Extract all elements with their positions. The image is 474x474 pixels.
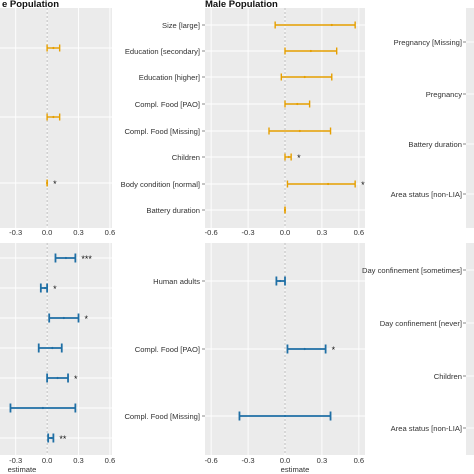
row-label: Education [secondary] — [125, 47, 200, 56]
significance-label: * — [332, 345, 336, 355]
row-label: Compl. Food [Missing] — [124, 412, 200, 421]
x-axis-label: estimate — [281, 465, 310, 474]
row-label: Day confinement [never] — [380, 319, 462, 328]
row-label: Area status [non-LIA] — [391, 190, 462, 199]
x-axis-label: estimate — [8, 465, 37, 474]
panel-background — [466, 243, 474, 455]
estimate-point — [326, 182, 330, 186]
panel-title: Male Population — [205, 0, 278, 10]
estimate-point — [330, 23, 333, 27]
estimate-point — [296, 102, 299, 106]
x-tick-label: -0.6 — [205, 456, 218, 465]
row-label: Battery duration — [408, 140, 462, 149]
x-tick-label: 0.0 — [280, 456, 291, 465]
row-label: Compl. Food [Missing] — [124, 127, 200, 136]
row-label: Human adults — [153, 277, 200, 286]
row-label: Area status [non-LIA] — [391, 424, 462, 433]
x-tick-label: 0.0 — [42, 456, 53, 465]
x-tick-label: 0.6 — [354, 228, 365, 237]
x-tick-label: 0.6 — [105, 456, 116, 465]
row-label: Compl. Food [PAO] — [135, 100, 200, 109]
x-tick-label: 0.3 — [317, 456, 328, 465]
x-tick-label: 0.3 — [317, 228, 328, 237]
estimate-point — [283, 414, 287, 418]
row-label: Battery duration — [146, 206, 200, 215]
significance-label: * — [297, 153, 301, 163]
estimate-point — [283, 208, 287, 212]
estimate-point — [309, 49, 312, 53]
row-label: Body condition [normal] — [121, 180, 200, 189]
significance-label: * — [85, 314, 89, 324]
panel-background — [466, 8, 474, 228]
x-tick-label: 0.3 — [73, 228, 84, 237]
estimate-point — [62, 316, 65, 320]
x-tick-label: -0.6 — [205, 228, 218, 237]
significance-label: * — [53, 179, 57, 189]
row-label: Children — [172, 153, 200, 162]
significance-label: ** — [59, 434, 67, 444]
estimate-point — [298, 129, 301, 133]
x-tick-label: -0.3 — [9, 456, 22, 465]
row-label: Pregnancy [Missing] — [394, 38, 462, 47]
estimate-point — [46, 181, 49, 185]
estimate-point — [287, 155, 290, 159]
x-tick-label: 0.6 — [105, 228, 116, 237]
x-tick-label: 0.3 — [73, 456, 84, 465]
estimate-point — [52, 46, 55, 50]
estimate-point — [278, 279, 282, 283]
row-label: Size [large] — [162, 21, 200, 30]
estimate-point — [43, 286, 47, 290]
row-label: Pregnancy — [426, 90, 463, 99]
estimate-point — [56, 376, 59, 380]
x-tick-label: -0.3 — [242, 228, 255, 237]
estimate-point — [52, 115, 55, 119]
significance-label: *** — [81, 254, 92, 264]
significance-label: * — [361, 180, 365, 190]
panel-background — [0, 243, 112, 455]
estimate-point — [41, 406, 45, 410]
x-tick-label: 0.0 — [280, 228, 291, 237]
significance-label: * — [53, 284, 57, 294]
panel-background — [0, 8, 112, 228]
significance-label: * — [74, 374, 78, 384]
estimate-point — [51, 346, 54, 350]
x-tick-label: -0.3 — [9, 228, 22, 237]
x-tick-label: -0.3 — [242, 456, 255, 465]
panel-title: e Population — [2, 0, 59, 10]
row-label: Day confinement [sometimes] — [362, 266, 462, 275]
x-tick-label: 0.0 — [42, 228, 53, 237]
row-label: Children — [434, 372, 462, 381]
estimate-point — [64, 256, 68, 260]
row-label: Education [higher] — [139, 73, 200, 82]
x-tick-label: 0.6 — [354, 456, 365, 465]
estimate-point — [303, 347, 306, 351]
row-label: Compl. Food [PAO] — [135, 345, 200, 354]
estimate-point — [50, 436, 53, 440]
estimate-point — [303, 75, 306, 79]
